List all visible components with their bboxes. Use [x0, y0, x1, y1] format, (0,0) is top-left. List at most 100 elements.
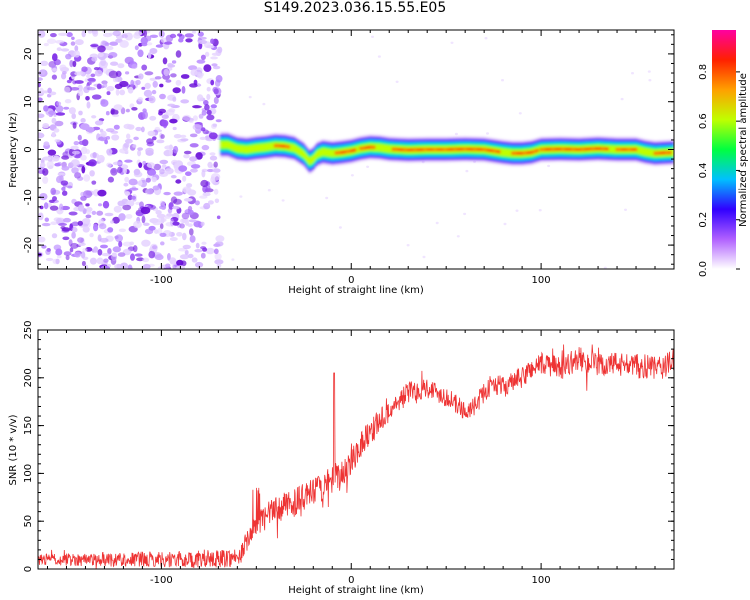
- noise-speck: [96, 257, 104, 265]
- noise-speck: [97, 154, 105, 163]
- noise-speck: [631, 72, 634, 75]
- noise-speck: [58, 222, 67, 226]
- noise-speck: [201, 144, 210, 151]
- noise-speck: [71, 226, 78, 233]
- noise-speck: [43, 202, 49, 210]
- noise-speck: [89, 170, 95, 177]
- noise-speck: [195, 261, 204, 268]
- noise-speck: [172, 87, 181, 94]
- noise-speck: [197, 31, 204, 37]
- spectrogram-x-tick-label: 0: [348, 275, 354, 286]
- spectrogram-y-axis-label: Frequency (Hz): [8, 112, 19, 188]
- noise-speck: [170, 175, 177, 179]
- noise-speck: [153, 163, 162, 171]
- noise-speck: [107, 248, 112, 255]
- noise-speck: [395, 80, 399, 84]
- noise-speck: [38, 30, 46, 38]
- noise-speck: [103, 258, 109, 263]
- noise-speck: [63, 86, 71, 93]
- noise-speck: [172, 205, 180, 210]
- noise-speck: [123, 142, 130, 148]
- noise-speck: [140, 206, 151, 215]
- noise-speck: [151, 176, 157, 183]
- noise-speck: [87, 78, 96, 82]
- noise-speck: [200, 54, 206, 60]
- noise-speck: [70, 87, 80, 91]
- noise-speck: [175, 50, 182, 58]
- noise-speck: [43, 141, 50, 146]
- noise-speck: [44, 217, 49, 222]
- noise-speck: [159, 168, 165, 175]
- noise-speck: [168, 108, 176, 113]
- noise-speck: [61, 165, 70, 171]
- noise-speck: [56, 101, 62, 106]
- noise-speck: [118, 228, 126, 233]
- noise-speck: [183, 150, 192, 155]
- noise-speck: [63, 251, 72, 256]
- noise-speck: [86, 210, 92, 215]
- noise-speck: [262, 102, 266, 106]
- noise-speck: [71, 231, 76, 239]
- noise-speck: [144, 82, 151, 89]
- noise-speck: [200, 252, 206, 259]
- noise-speck: [125, 108, 130, 113]
- noise-speck: [164, 145, 174, 150]
- noise-speck: [59, 203, 64, 211]
- noise-speck: [164, 214, 171, 219]
- signal-core-highlight: [512, 150, 538, 154]
- noise-speck: [94, 69, 103, 77]
- noise-speck: [170, 73, 177, 78]
- noise-speck: [86, 101, 91, 109]
- noise-speck: [196, 94, 204, 102]
- noise-speck: [206, 109, 212, 116]
- noise-speck: [547, 164, 551, 168]
- noise-speck: [167, 94, 176, 101]
- noise-speck: [149, 34, 159, 38]
- noise-speck: [85, 214, 92, 219]
- noise-speck: [325, 196, 329, 200]
- noise-speck: [152, 136, 157, 141]
- noise-speck: [71, 36, 75, 40]
- noise-speck: [142, 263, 151, 269]
- noise-speck: [129, 59, 134, 65]
- noise-speck: [78, 140, 87, 145]
- noise-speck: [172, 221, 180, 226]
- noise-speck: [156, 139, 165, 144]
- noise-speck: [61, 186, 66, 191]
- colorbar-gradient: [712, 30, 736, 269]
- noise-speck: [66, 79, 72, 84]
- snr-y-tick-label: 150: [23, 416, 34, 435]
- noise-speck: [62, 71, 67, 75]
- noise-speck: [123, 167, 127, 174]
- noise-speck: [231, 258, 235, 261]
- noise-speck: [77, 89, 84, 97]
- noise-speck: [70, 242, 79, 249]
- noise-speck: [82, 256, 89, 260]
- noise-speck: [130, 79, 135, 88]
- noise-speck: [189, 156, 198, 162]
- noise-speck: [199, 195, 208, 199]
- noise-speck: [206, 114, 215, 121]
- noise-speck: [200, 179, 209, 188]
- noise-speck: [142, 111, 148, 119]
- noise-speck: [141, 86, 146, 90]
- noise-speck: [182, 232, 187, 241]
- snr-y-axis-label: SNR (10 * v/v): [8, 414, 19, 485]
- noise-speck: [38, 132, 45, 139]
- noise-speck: [87, 81, 92, 86]
- noise-speck: [142, 257, 150, 263]
- noise-speck: [113, 205, 122, 213]
- noise-speck: [214, 259, 224, 265]
- noise-speck: [48, 199, 55, 203]
- noise-speck: [73, 50, 80, 58]
- noise-speck: [55, 40, 65, 44]
- noise-speck: [422, 255, 426, 259]
- noise-speck: [137, 180, 143, 186]
- noise-speck: [110, 167, 118, 176]
- noise-speck: [503, 222, 507, 226]
- noise-speck: [189, 235, 196, 243]
- noise-speck: [134, 45, 139, 51]
- noise-speck: [212, 65, 221, 70]
- noise-speck: [210, 173, 221, 181]
- noise-speck: [192, 123, 202, 131]
